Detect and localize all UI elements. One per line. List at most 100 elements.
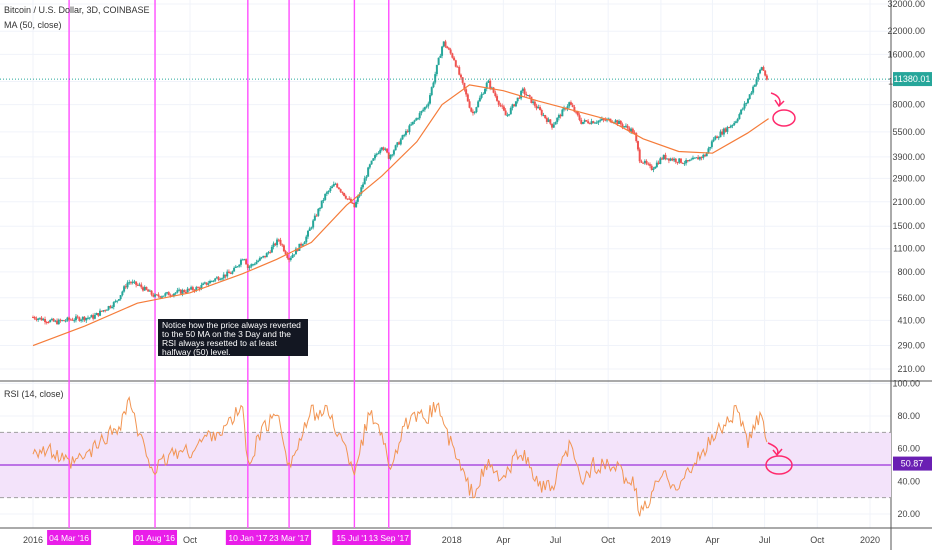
price-candle bbox=[129, 280, 132, 285]
candle-body bbox=[630, 128, 633, 132]
candle-body bbox=[207, 283, 210, 285]
candle-body bbox=[642, 162, 645, 164]
price-candle bbox=[257, 259, 260, 263]
event-marker-label: 15 Jul '17 bbox=[336, 533, 372, 543]
candle-body bbox=[709, 146, 712, 149]
candle-body bbox=[721, 131, 724, 135]
time-axis-tick-label: Jul bbox=[759, 535, 771, 545]
price-axis-tick-label: 16000.00 bbox=[887, 49, 925, 59]
price-candle bbox=[657, 160, 660, 165]
candle-body bbox=[379, 149, 382, 153]
candle-body bbox=[490, 87, 493, 89]
candle-body bbox=[392, 150, 395, 155]
candle-body bbox=[131, 281, 134, 284]
candle-body bbox=[147, 289, 150, 292]
last-price-tag: 11380.01 bbox=[894, 74, 931, 84]
price-candle bbox=[484, 87, 487, 95]
candle-body bbox=[704, 154, 707, 157]
price-candle bbox=[126, 280, 129, 290]
candle-body bbox=[183, 290, 186, 293]
price-candle bbox=[600, 116, 603, 121]
price-candle bbox=[542, 112, 545, 117]
rsi-layer bbox=[32, 395, 768, 517]
annotation-note[interactable]: Notice how the price always reverted to … bbox=[158, 319, 308, 357]
candle-body bbox=[432, 82, 435, 88]
candle-body bbox=[760, 67, 763, 70]
candle-body bbox=[635, 133, 638, 142]
price-candle bbox=[227, 269, 230, 274]
candle-body bbox=[578, 115, 581, 120]
time-axis-tick-label: Oct bbox=[183, 535, 198, 545]
price-candle bbox=[645, 159, 648, 166]
candle-body bbox=[458, 67, 461, 75]
price-candle bbox=[478, 95, 481, 102]
price-candle bbox=[470, 107, 473, 113]
price-candle bbox=[277, 238, 280, 242]
price-candle bbox=[759, 68, 762, 75]
price-candle bbox=[368, 163, 371, 170]
price-candle bbox=[196, 286, 199, 289]
candle-body bbox=[454, 60, 457, 67]
candle-body bbox=[112, 302, 115, 307]
price-candle bbox=[643, 159, 646, 165]
price-candle bbox=[288, 257, 291, 263]
candle-body bbox=[389, 154, 392, 159]
price-candle bbox=[458, 65, 461, 76]
candle-body bbox=[325, 192, 328, 194]
candle-body bbox=[690, 159, 693, 161]
candle-body bbox=[466, 94, 469, 102]
price-candle bbox=[526, 94, 529, 97]
candle-body bbox=[231, 271, 234, 274]
price-candle bbox=[599, 118, 602, 123]
price-candle bbox=[647, 162, 650, 166]
event-marker-label: 04 Mar '16 bbox=[49, 533, 89, 543]
candle-body bbox=[154, 294, 157, 297]
candle-body bbox=[298, 243, 301, 251]
price-candle bbox=[554, 121, 557, 125]
candle-body bbox=[547, 119, 550, 122]
price-candle bbox=[241, 258, 244, 261]
price-candle bbox=[638, 147, 641, 164]
candle-body bbox=[334, 183, 337, 185]
candle-body bbox=[121, 291, 124, 296]
price-candle bbox=[702, 153, 705, 160]
price-candle bbox=[557, 113, 560, 121]
candle-body bbox=[265, 253, 268, 258]
candle-body bbox=[446, 46, 449, 49]
rsi-axis-tick-label: 60.00 bbox=[897, 444, 920, 454]
price-candle bbox=[563, 105, 566, 112]
price-candle bbox=[104, 309, 107, 313]
price-candle bbox=[214, 277, 217, 283]
price-candle bbox=[721, 129, 724, 136]
candle-body bbox=[683, 163, 686, 165]
event-marker-label-bg bbox=[225, 530, 270, 545]
time-axis-tick-label: Jul bbox=[550, 535, 562, 545]
price-candle bbox=[85, 317, 88, 323]
candle-body bbox=[150, 290, 153, 295]
price-candle bbox=[111, 305, 114, 309]
candle-body bbox=[308, 228, 311, 231]
price-candle bbox=[109, 304, 112, 309]
event-marker-label-bg bbox=[47, 530, 92, 545]
candle-body bbox=[752, 86, 755, 93]
time-axis-tick-label: Oct bbox=[601, 535, 616, 545]
price-candle bbox=[659, 156, 662, 165]
candle-body bbox=[733, 122, 736, 126]
price-candle bbox=[666, 158, 669, 160]
candle-body bbox=[504, 110, 507, 116]
price-candle bbox=[375, 152, 378, 157]
price-candle bbox=[363, 175, 366, 185]
candle-body bbox=[37, 318, 40, 320]
candle-body bbox=[291, 255, 294, 258]
candle-body bbox=[241, 259, 244, 261]
price-candle bbox=[425, 104, 428, 109]
annotation-box bbox=[158, 319, 308, 356]
candle-body bbox=[107, 306, 110, 310]
price-candle bbox=[401, 134, 404, 140]
candle-body bbox=[35, 318, 38, 320]
candle-body bbox=[545, 118, 548, 122]
price-candle bbox=[475, 106, 478, 114]
price-candle bbox=[439, 53, 442, 58]
candle-body bbox=[303, 242, 306, 245]
